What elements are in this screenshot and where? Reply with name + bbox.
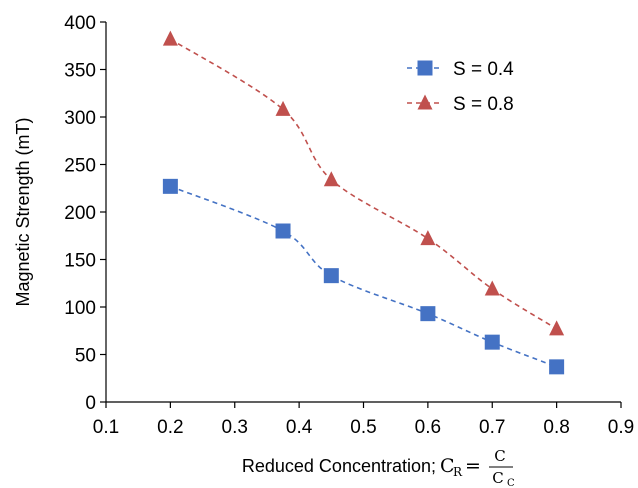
x-tick-label: 0.1 [93, 417, 119, 438]
y-tick-label: 300 [64, 108, 96, 129]
data-point-square [549, 359, 565, 375]
x-axis-title-math-eq: = [465, 455, 481, 477]
legend-entry: S = 0.4 [407, 59, 514, 80]
data-point-square [275, 223, 291, 239]
x-axis-title: Reduced Concentration; C R = C C C [242, 447, 515, 488]
x-tick-label: 0.5 [350, 417, 376, 438]
x-axis-title-math-num: C [494, 447, 505, 465]
data-point-triangle [420, 230, 436, 246]
data-point-square [484, 334, 500, 350]
y-tick-label: 350 [64, 61, 96, 82]
y-ticks: 0 50 100 150 200 250 300 350 400 [64, 13, 106, 414]
series-layer [162, 30, 565, 375]
x-axis-title-math-lhs: C [440, 455, 455, 477]
x-axis-title-math-den: C [492, 469, 503, 487]
x-ticks: 0.1 0.2 0.3 0.4 0.5 0.6 0.7 0.8 0.9 [93, 402, 634, 438]
legend-label: S = 0.8 [453, 94, 514, 115]
y-tick-label: 200 [64, 203, 96, 224]
x-tick-label: 0.3 [222, 417, 248, 438]
y-tick-label: 0 [85, 393, 96, 414]
y-tick-label: 400 [64, 13, 96, 34]
legend-label: S = 0.4 [453, 59, 514, 80]
data-point-triangle [275, 100, 291, 116]
y-axis-title: Magnetic Strength (mT) [13, 117, 33, 306]
x-tick-label: 0.2 [157, 417, 183, 438]
y-tick-label: 50 [75, 346, 96, 367]
data-point-triangle [549, 320, 565, 336]
data-point-triangle [323, 171, 339, 187]
x-tick-label: 0.8 [543, 417, 569, 438]
series-1 [162, 178, 565, 375]
data-point-square [323, 268, 339, 284]
legend-entry: S = 0.8 [407, 94, 514, 115]
legend: S = 0.4 S = 0.8 [407, 59, 514, 115]
data-point-square [420, 306, 436, 322]
x-axis-title-text: Reduced Concentration; [242, 456, 436, 476]
x-tick-label: 0.9 [608, 417, 634, 438]
y-tick-label: 150 [64, 251, 96, 272]
x-axis-title-math-lhs-sub: R [453, 465, 463, 479]
y-tick-label: 250 [64, 156, 96, 177]
legend-marker [417, 60, 433, 76]
data-point-triangle [162, 30, 178, 46]
y-tick-label: 100 [64, 298, 96, 319]
x-tick-label: 0.7 [479, 417, 505, 438]
x-tick-label: 0.4 [286, 417, 313, 438]
data-point-square [162, 178, 178, 194]
series-line [169, 38, 558, 330]
series-2 [162, 30, 565, 336]
x-axis-title-math-den-sub: C [507, 478, 515, 488]
legend-marker [417, 94, 433, 110]
chart-axes [105, 22, 621, 403]
x-tick-label: 0.6 [415, 417, 441, 438]
data-point-triangle [484, 280, 500, 296]
